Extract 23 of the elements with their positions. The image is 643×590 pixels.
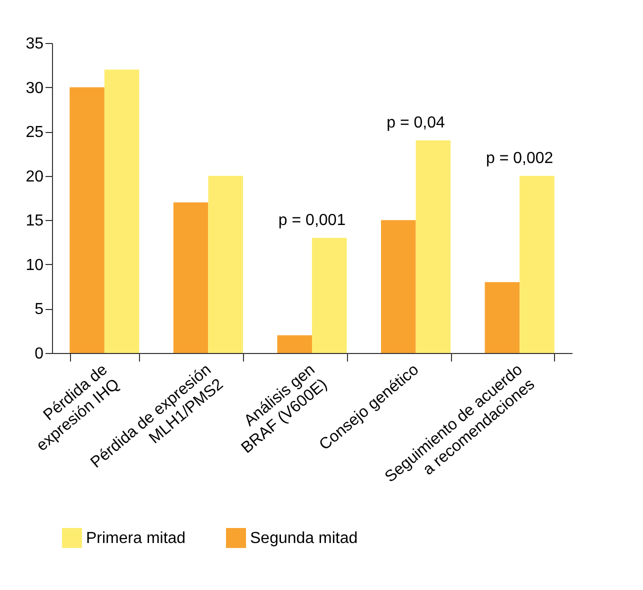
- legend-label: Primera mitad: [86, 530, 186, 547]
- bar: [104, 70, 140, 353]
- bar: [312, 238, 347, 353]
- bar: [277, 335, 312, 353]
- y-tick-label: 35: [26, 36, 44, 52]
- annotation: p = 0,04: [386, 114, 446, 132]
- y-tick-label: 15: [26, 212, 44, 230]
- bar: [416, 140, 451, 353]
- annotation: p = 0,001: [278, 212, 346, 229]
- y-tick-label: 25: [26, 124, 44, 142]
- annotation: p = 0,002: [486, 150, 554, 167]
- y-tick-label: 5: [34, 301, 44, 318]
- bar: [173, 202, 208, 353]
- bar: [381, 220, 416, 353]
- bar: [208, 176, 243, 353]
- bar: [520, 176, 554, 353]
- bar: [70, 87, 104, 353]
- bar: [484, 282, 520, 353]
- legend-label: Segunda mitad: [250, 530, 358, 547]
- y-tick-label: 10: [26, 256, 44, 274]
- y-tick-label: 20: [26, 168, 44, 186]
- y-tick-label: 30: [26, 80, 44, 97]
- y-tick-label: 0: [34, 346, 44, 362]
